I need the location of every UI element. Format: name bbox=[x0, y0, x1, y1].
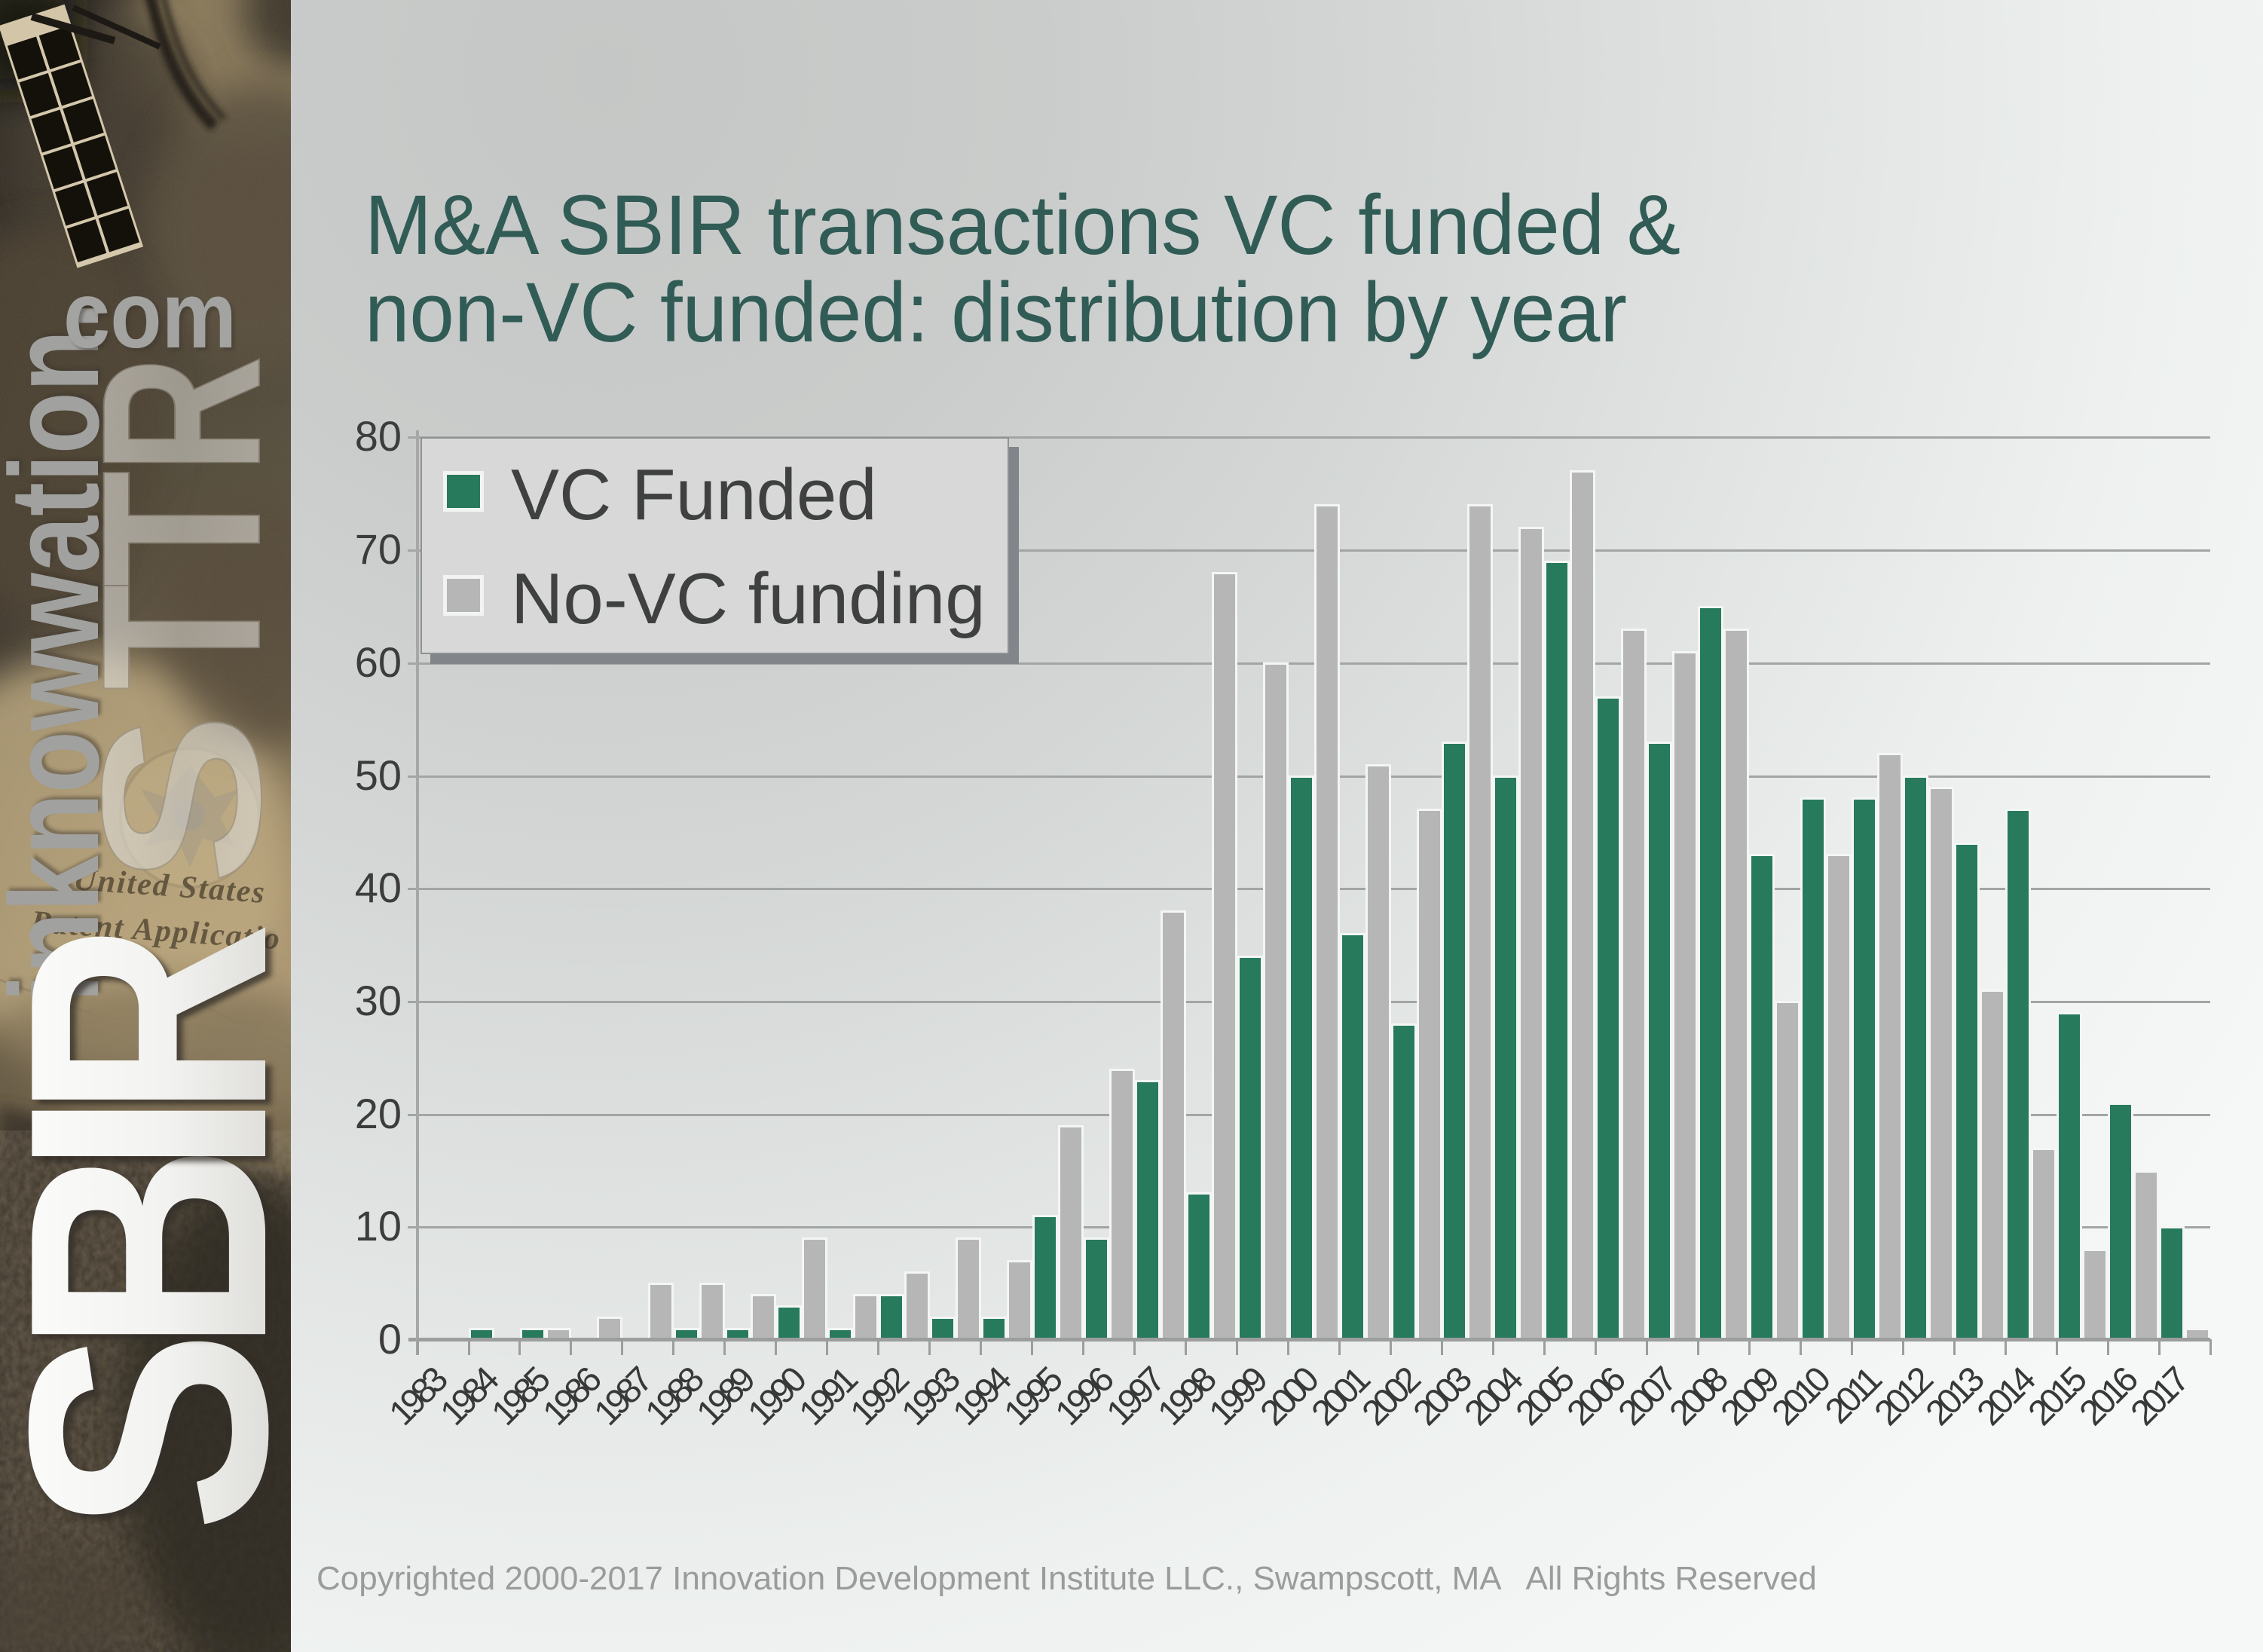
svg-text:R: R bbox=[55, 356, 291, 473]
svg-text:R: R bbox=[0, 922, 291, 1118]
svg-text:B: B bbox=[0, 1143, 291, 1354]
svg-text:S: S bbox=[54, 712, 291, 886]
svg-text:inknowwation.: inknowwation. bbox=[0, 301, 125, 1002]
svg-text:T: T bbox=[54, 470, 291, 588]
svg-text:S: S bbox=[0, 1329, 291, 1533]
svg-text:com: com bbox=[63, 263, 237, 368]
svg-text:T: T bbox=[55, 579, 291, 690]
svg-text:I: I bbox=[0, 1090, 291, 1177]
